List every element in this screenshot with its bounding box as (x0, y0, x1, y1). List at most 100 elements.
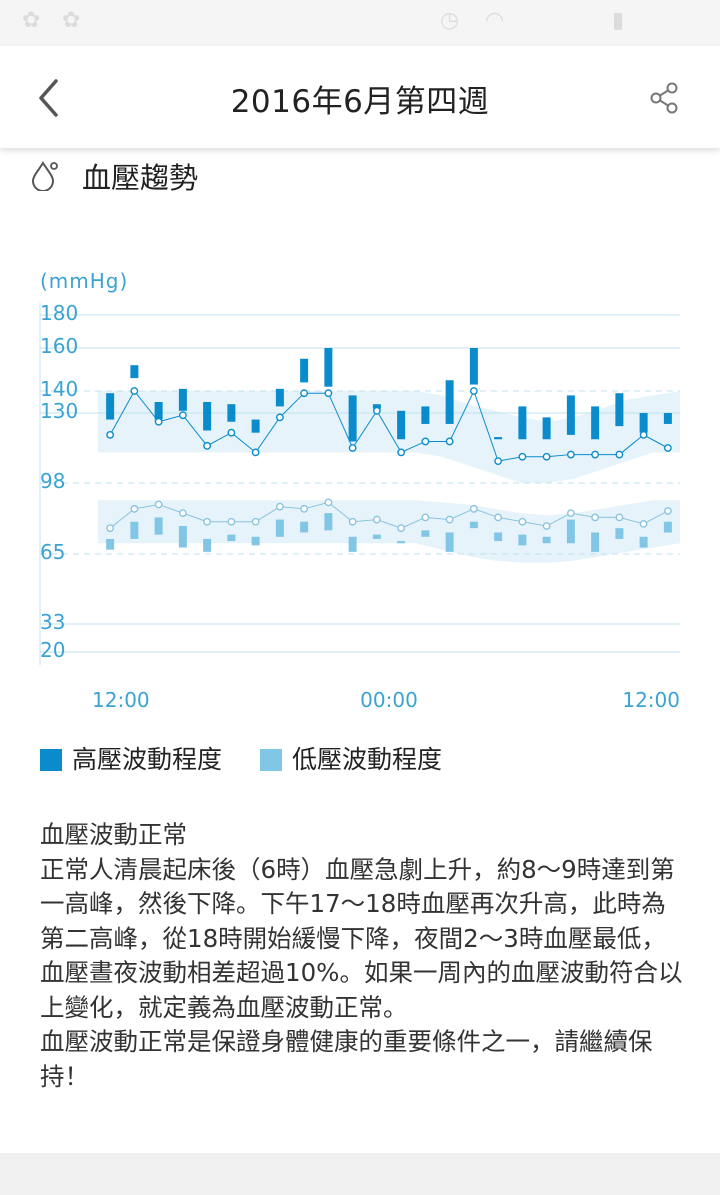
low-pressure-point (615, 513, 624, 522)
y-tick-label: 98 (40, 469, 65, 493)
share-icon (650, 82, 678, 114)
legend-item-low: 低壓波動程度 (260, 740, 442, 776)
high-pressure-bar (518, 406, 527, 440)
status-bar: ✿ ✿ ◷ ◠ ▮ (0, 0, 720, 46)
low-pressure-bar (639, 536, 648, 548)
low-pressure-point (154, 500, 163, 509)
high-pressure-point (615, 450, 624, 459)
low-pressure-bar (348, 536, 357, 552)
back-button[interactable] (30, 76, 70, 120)
share-button[interactable] (646, 80, 682, 116)
high-pressure-point (178, 411, 187, 420)
high-pressure-bar (591, 406, 600, 440)
low-pressure-bar (251, 536, 260, 546)
notification-icon: ✿ (62, 8, 81, 33)
low-pressure-point (397, 524, 406, 533)
x-tick-label: 00:00 (360, 688, 418, 712)
low-pressure-point (372, 515, 381, 524)
low-pressure-point (300, 504, 309, 513)
y-tick-label: 33 (40, 610, 65, 634)
high-pressure-bar (154, 402, 163, 420)
low-pressure-band (98, 500, 680, 563)
legend-item-high: 高壓波動程度 (40, 740, 222, 776)
low-pressure-bar (591, 532, 600, 552)
high-pressure-bar (203, 402, 212, 431)
y-axis-unit-label: (mmHg) (40, 269, 128, 293)
high-pressure-point (421, 437, 430, 446)
legend-swatch-low (260, 749, 282, 771)
x-axis-tick-labels: 12:00 00:00 12:00 (92, 688, 680, 712)
high-pressure-bar (566, 395, 575, 435)
y-tick-label: 160 (40, 334, 78, 358)
battery-icon: ▮ (612, 8, 625, 33)
normal-range-bands (98, 391, 680, 563)
description-closing: 血壓波動正常是保證身體健康的重要條件之一，請繼續保持！ (40, 1027, 653, 1091)
low-pressure-bar (518, 534, 527, 546)
high-pressure-bar (227, 404, 236, 422)
chart-series-lines (106, 387, 672, 533)
low-pressure-bar (203, 538, 212, 552)
y-tick-label: 130 (40, 399, 78, 423)
footer-strip (0, 1153, 720, 1195)
blood-drop-icon (31, 161, 58, 191)
high-pressure-point (397, 448, 406, 457)
high-pressure-point (348, 444, 357, 452)
low-pressure-point (518, 517, 527, 526)
high-pressure-bar (445, 380, 454, 424)
low-pressure-bar (130, 521, 139, 539)
low-pressure-point (324, 498, 333, 507)
high-pressure-bar (275, 388, 284, 407)
low-pressure-point (275, 502, 284, 511)
low-pressure-bar (397, 541, 406, 544)
low-pressure-point (663, 507, 672, 515)
high-pressure-point (542, 452, 551, 461)
y-tick-label: 20 (40, 638, 65, 662)
low-pressure-bar (421, 530, 430, 537)
legend-label-high: 高壓波動程度 (72, 745, 223, 774)
high-pressure-point (227, 428, 236, 437)
low-pressure-point (494, 513, 503, 522)
high-pressure-bar (615, 393, 624, 427)
low-pressure-point (566, 509, 575, 518)
high-pressure-point (494, 457, 503, 466)
low-pressure-bar (300, 521, 309, 533)
high-pressure-point (639, 430, 648, 439)
high-pressure-bar (639, 413, 648, 433)
low-pressure-bar (445, 532, 454, 552)
low-pressure-bar (566, 519, 575, 544)
low-pressure-point (130, 504, 139, 513)
high-pressure-band (98, 391, 680, 483)
description-heading: 血壓波動正常 (40, 820, 187, 849)
low-pressure-point (421, 513, 430, 522)
high-pressure-bar (542, 417, 551, 440)
high-pressure-bar (178, 388, 187, 411)
high-pressure-bar (421, 406, 430, 424)
low-pressure-bar (324, 513, 333, 531)
low-pressure-point (178, 509, 187, 518)
y-tick-label: 180 (40, 301, 78, 325)
chart-gridlines (39, 303, 680, 665)
low-pressure-point (203, 517, 212, 526)
low-pressure-point (469, 504, 478, 513)
high-pressure-bar (397, 410, 406, 440)
high-pressure-point (469, 387, 478, 395)
app-bar: 2016年6月第四週 (0, 46, 720, 148)
high-pressure-bar (494, 437, 503, 440)
high-pressure-point (203, 441, 212, 450)
high-pressure-point (324, 389, 333, 398)
legend-swatch-high (40, 749, 62, 771)
wifi-icon: ◠ (485, 8, 505, 33)
high-pressure-point (372, 406, 381, 415)
notification-icon: ✿ (22, 8, 41, 33)
description: 血壓波動正常 正常人清晨起床後（6時）血壓急劇上升，約8～9時達到第一高峰，然後… (40, 818, 690, 1094)
high-pressure-bar (372, 404, 381, 409)
high-pressure-point (300, 389, 309, 398)
high-pressure-point (518, 452, 527, 461)
section-title: 血壓趨勢 (82, 161, 199, 195)
low-pressure-point (591, 513, 600, 522)
high-pressure-point (275, 413, 284, 422)
description-body: 正常人清晨起床後（6時）血壓急劇上升，約8～9時達到第一高峰，然後下降。下午17… (40, 854, 683, 1022)
low-pressure-bar (275, 519, 284, 537)
high-pressure-bar (469, 348, 478, 385)
high-pressure-point (130, 387, 139, 395)
